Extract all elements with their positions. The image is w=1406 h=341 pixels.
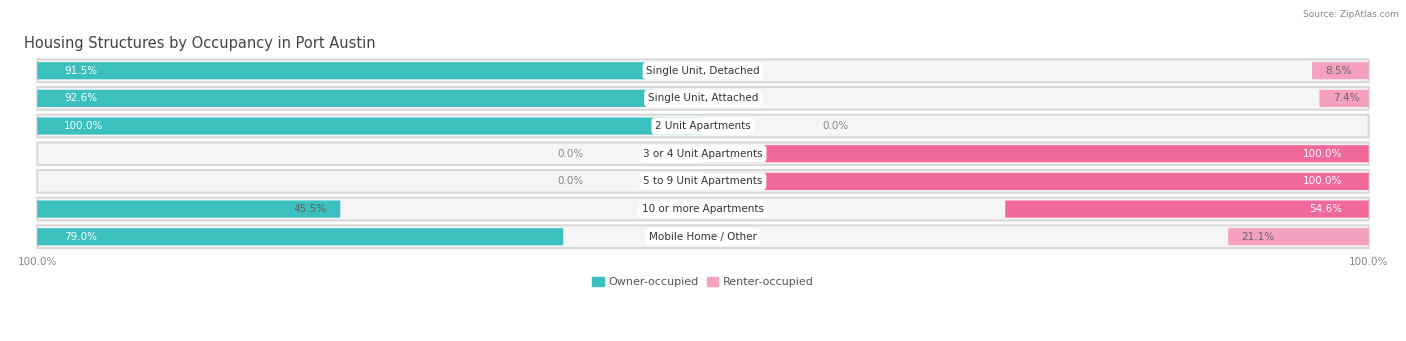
Text: 54.6%: 54.6% [1309,204,1343,214]
Text: Mobile Home / Other: Mobile Home / Other [650,232,756,242]
Text: 100.0%: 100.0% [63,121,103,131]
Text: 7.4%: 7.4% [1333,93,1360,103]
FancyBboxPatch shape [38,143,1368,165]
Text: 5 to 9 Unit Apartments: 5 to 9 Unit Apartments [644,176,762,187]
FancyBboxPatch shape [38,225,1368,248]
Text: 91.5%: 91.5% [63,66,97,76]
FancyBboxPatch shape [38,87,1368,110]
Text: 3 or 4 Unit Apartments: 3 or 4 Unit Apartments [643,149,763,159]
Text: 100.0%: 100.0% [1303,149,1343,159]
FancyBboxPatch shape [38,198,1368,220]
FancyBboxPatch shape [38,170,1368,193]
FancyBboxPatch shape [703,173,1368,190]
FancyBboxPatch shape [1229,228,1368,245]
Text: Single Unit, Attached: Single Unit, Attached [648,93,758,103]
FancyBboxPatch shape [38,201,340,218]
FancyBboxPatch shape [38,115,1368,137]
Text: 79.0%: 79.0% [63,232,97,242]
FancyBboxPatch shape [38,117,703,135]
Text: 92.6%: 92.6% [63,93,97,103]
FancyBboxPatch shape [38,90,654,107]
Text: Housing Structures by Occupancy in Port Austin: Housing Structures by Occupancy in Port … [24,36,375,51]
FancyBboxPatch shape [1312,62,1368,79]
FancyBboxPatch shape [38,228,564,245]
Text: 45.5%: 45.5% [294,204,326,214]
Text: 10 or more Apartments: 10 or more Apartments [643,204,763,214]
FancyBboxPatch shape [38,59,1368,82]
Text: 0.0%: 0.0% [823,121,849,131]
FancyBboxPatch shape [38,62,647,79]
Text: Source: ZipAtlas.com: Source: ZipAtlas.com [1303,10,1399,19]
Text: 2 Unit Apartments: 2 Unit Apartments [655,121,751,131]
FancyBboxPatch shape [703,145,1368,162]
Text: 8.5%: 8.5% [1326,66,1353,76]
Text: 100.0%: 100.0% [1303,176,1343,187]
Text: 21.1%: 21.1% [1241,232,1275,242]
Text: 0.0%: 0.0% [557,149,583,159]
FancyBboxPatch shape [1005,201,1368,218]
Text: 0.0%: 0.0% [557,176,583,187]
FancyBboxPatch shape [1319,90,1368,107]
Text: Single Unit, Detached: Single Unit, Detached [647,66,759,76]
Legend: Owner-occupied, Renter-occupied: Owner-occupied, Renter-occupied [588,272,818,292]
